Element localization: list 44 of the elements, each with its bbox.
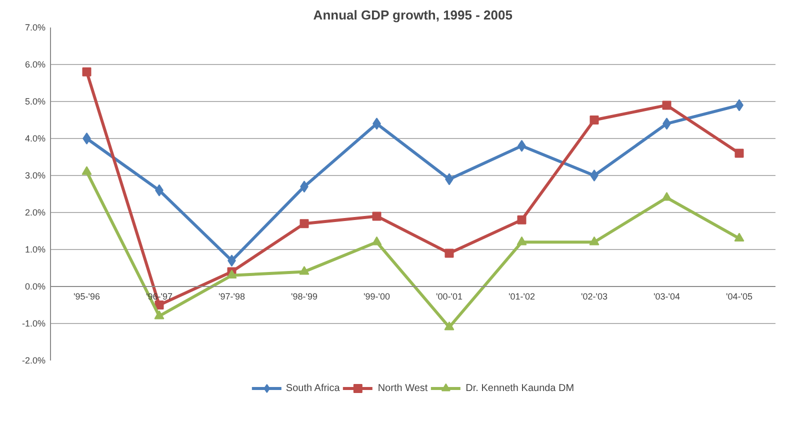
legend-label: South Africa (286, 382, 340, 394)
point (300, 219, 309, 228)
point (589, 236, 600, 246)
point (154, 310, 164, 320)
point (734, 148, 744, 158)
point (299, 266, 310, 275)
point (226, 270, 237, 278)
y-tick-label: 3.0% (24, 170, 46, 180)
point (590, 170, 598, 182)
x-tick-label: '99-'00 (364, 292, 390, 302)
point (517, 215, 526, 224)
x-tick-label: '95-'96 (74, 292, 100, 302)
x-tick-label: '00-'01 (436, 292, 462, 302)
point (662, 100, 672, 110)
point (372, 212, 382, 221)
x-tick-label: '02-'03 (581, 292, 608, 302)
y-tick-label: 0.0% (24, 282, 46, 292)
point (444, 322, 454, 330)
y-tick-label: 2.0% (24, 208, 46, 218)
y-tick-label: -2.0% (22, 356, 46, 366)
point (444, 248, 454, 258)
point (734, 232, 744, 242)
x-tick-label: '03-'04 (654, 292, 680, 302)
point (82, 166, 92, 175)
legend-label: North West (378, 382, 428, 394)
y-tick-label: 1.0% (24, 244, 46, 254)
point (590, 116, 599, 124)
point (372, 236, 382, 246)
y-tick-label: 7.0% (24, 22, 46, 32)
legend-label: Dr. Kenneth Kaunda DM (466, 382, 574, 394)
x-tick-label: '01-'02 (508, 292, 535, 302)
chart-title: Annual GDP growth, 1995 - 2005 (313, 8, 512, 22)
y-tick-label: -1.0% (22, 318, 46, 328)
x-tick-label: '97-'98 (218, 292, 245, 302)
point (154, 300, 164, 310)
x-tick-label: '98-'99 (291, 292, 318, 302)
point (82, 67, 92, 76)
y-tick-label: 4.0% (24, 134, 46, 144)
y-tick-label: 6.0% (24, 60, 46, 70)
point (662, 192, 672, 201)
y-tick-label: 5.0% (24, 96, 46, 106)
x-tick-label: '04-'05 (726, 292, 752, 302)
point (516, 236, 527, 246)
point (82, 132, 91, 144)
